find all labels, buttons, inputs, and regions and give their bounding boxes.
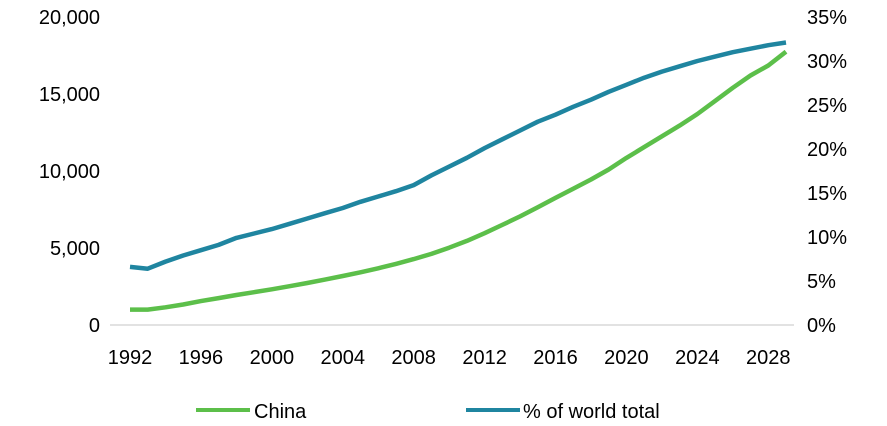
right-axis-ticks: 0% 5% 10% 15% 20% 25% 30% 35% (807, 7, 847, 337)
x-tick-label: 2000 (250, 347, 295, 369)
legend-label-share: % of world total (523, 401, 660, 423)
legend: China % of world total (196, 401, 660, 423)
y-left-tick-label: 0 (89, 315, 100, 337)
legend-label-china: China (254, 401, 307, 423)
series-lines (129, 40, 788, 312)
y-right-tick-label: 25% (807, 95, 847, 117)
x-tick-label: 1992 (108, 347, 153, 369)
y-right-tick-label: 30% (807, 51, 847, 73)
x-tick-label: 2020 (604, 347, 649, 369)
y-right-tick-label: 10% (807, 227, 847, 249)
y-left-tick-label: 10,000 (39, 161, 100, 183)
series-line-share (129, 40, 787, 271)
y-left-tick-label: 5,000 (50, 238, 100, 260)
x-tick-label: 1996 (179, 347, 224, 369)
x-tick-label: 2024 (675, 347, 720, 369)
x-axis-ticks: 1992 1996 2000 2004 2008 2012 2016 2020 2024 2028 (108, 347, 791, 369)
x-tick-label: 2012 (462, 347, 507, 369)
y-left-tick-label: 15,000 (39, 84, 100, 106)
y-right-tick-label: 5% (807, 271, 836, 293)
y-right-tick-label: 0% (807, 315, 836, 337)
y-right-tick-label: 20% (807, 139, 847, 161)
x-tick-label: 2016 (533, 347, 578, 369)
left-axis-ticks: 0 5,000 10,000 15,000 20,000 (39, 7, 100, 337)
x-tick-label: 2008 (391, 347, 436, 369)
y-left-tick-label: 20,000 (39, 7, 100, 29)
x-tick-label: 2028 (746, 347, 791, 369)
x-tick-label: 2004 (321, 347, 366, 369)
series-line-china (130, 49, 788, 312)
y-right-tick-label: 15% (807, 183, 847, 205)
y-right-tick-label: 35% (807, 7, 847, 29)
